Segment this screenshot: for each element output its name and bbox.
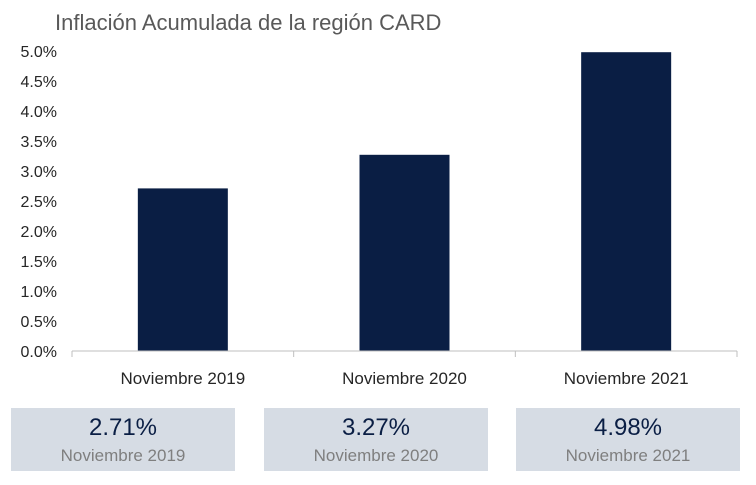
bar <box>359 154 450 351</box>
bars <box>137 52 672 351</box>
y-tick-label: 4.0% <box>21 104 57 121</box>
chart-title: Inflación Acumulada de la región CARD <box>55 10 441 35</box>
y-tick-label: 2.5% <box>21 194 57 211</box>
summary-card-2019: 2.71% Noviembre 2019 <box>11 408 235 471</box>
y-axis-ticks: 0.0% 0.5% 1.0% 1.5% 2.0% 2.5% 3.0% 3.5% 4.0% 4.5%… <box>21 44 57 361</box>
x-axis-ticks <box>71 351 738 357</box>
x-category-label: Noviembre 2020 <box>342 369 467 388</box>
x-axis-labels: Noviembre 2019 Noviembre 2020 Noviembre 20… <box>120 369 688 388</box>
chart: Inflación Acumulada de la región CARD 0.… <box>21 10 738 388</box>
x-category-label: Noviembre 2019 <box>120 369 245 388</box>
summary-card-label: Noviembre 2019 <box>60 446 186 465</box>
x-category-label: Noviembre 2021 <box>564 369 689 388</box>
y-tick-label: 0.5% <box>21 314 57 331</box>
summary-card-value: 3.27% <box>341 414 411 441</box>
y-tick-label: 3.5% <box>21 134 57 151</box>
summary-card-2020: 3.27% Noviembre 2020 <box>264 408 488 471</box>
summary-card-value: 4.98% <box>593 414 663 441</box>
y-tick-label: 1.5% <box>21 254 57 271</box>
summary-card-2021: 4.98% Noviembre 2021 <box>516 408 740 471</box>
summary-card-label: Noviembre 2020 <box>313 446 439 465</box>
summary-card-label: Noviembre 2021 <box>565 446 691 465</box>
bar <box>581 52 672 351</box>
bar <box>137 188 228 351</box>
y-tick-label: 3.0% <box>21 164 57 181</box>
y-tick-label: 2.0% <box>21 224 57 241</box>
y-tick-label: 1.0% <box>21 284 57 301</box>
y-tick-label: 5.0% <box>21 44 57 61</box>
summary-card-value: 2.71% <box>88 414 158 441</box>
y-tick-label: 0.0% <box>21 344 57 361</box>
y-tick-label: 4.5% <box>21 74 57 91</box>
